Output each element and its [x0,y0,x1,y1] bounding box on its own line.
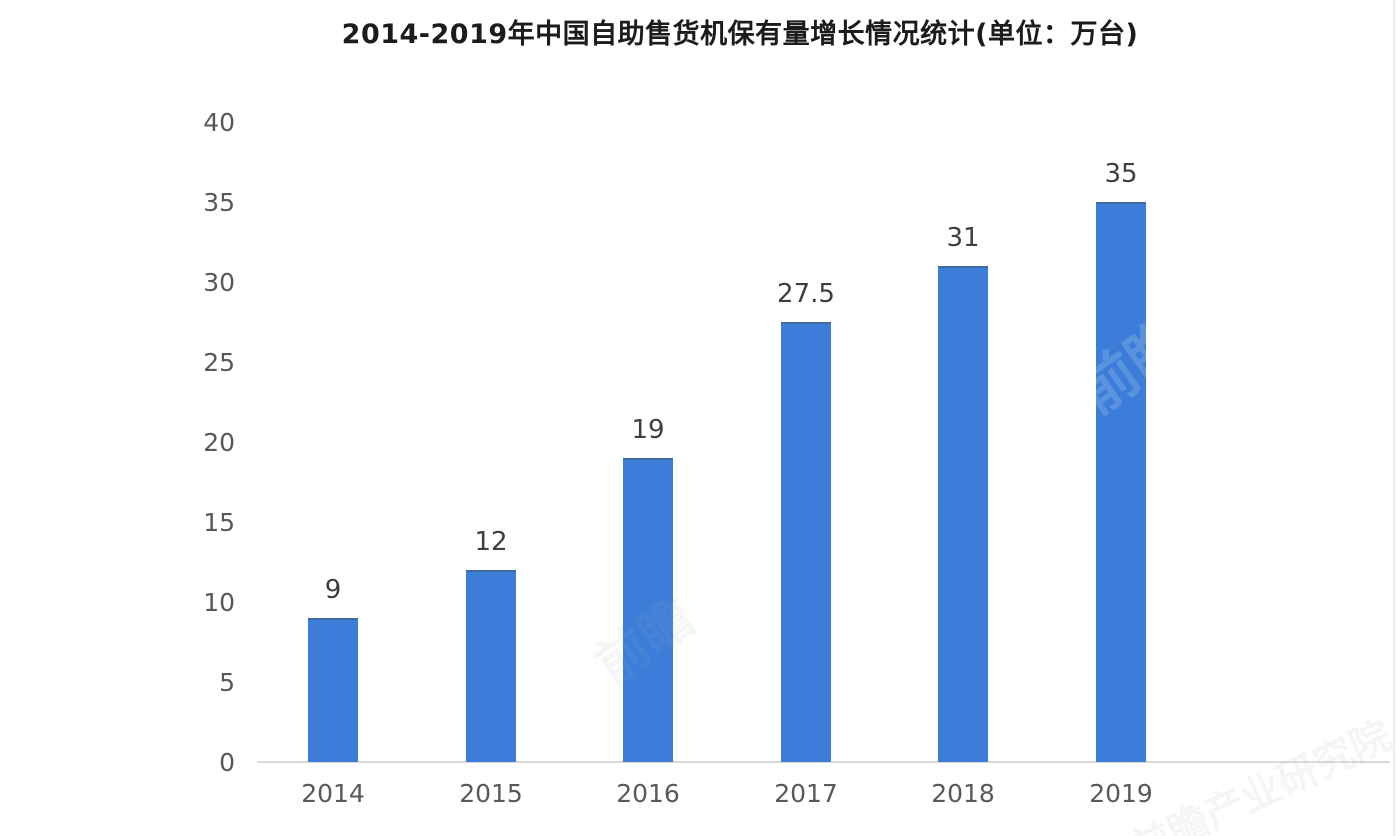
x-axis-tick-2016: 2016 [616,779,680,808]
chart-title: 2014-2019年中国自助售货机保有量增长情况统计(单位：万台) [341,19,1139,50]
bar-value-label-2016: 19 [631,415,665,445]
x-axis-tick-2019: 2019 [1089,779,1153,808]
bar-2015 [466,570,516,762]
y-axis-tick-40: 40 [203,108,235,137]
bar-2018 [938,266,988,762]
y-axis-tick-25: 25 [203,348,235,377]
bar-value-label-2017: 27.5 [777,279,835,309]
bar-value-label-2015: 12 [474,527,508,557]
bar-value-label-2019: 35 [1104,159,1138,189]
watermark: 前瞻产业研究院 [1125,712,1399,836]
y-axis-tick-0: 0 [219,748,235,777]
bar-2016 [623,458,673,762]
image-right-border [1393,0,1395,836]
bar-value-label-2014: 9 [324,575,342,605]
y-axis-tick-5: 5 [219,668,235,697]
y-axis-tick-20: 20 [203,428,235,457]
bar-2019 [1096,202,1146,762]
x-axis-tick-2017: 2017 [774,779,838,808]
y-axis-tick-35: 35 [203,188,235,217]
y-axis-tick-10: 10 [203,588,235,617]
y-axis-tick-30: 30 [203,268,235,297]
bar-value-label-2018: 31 [946,223,980,253]
y-axis-tick-15: 15 [203,508,235,537]
x-axis-line [257,761,1390,763]
bar-2017 [781,322,831,762]
x-axis-tick-2015: 2015 [459,779,523,808]
x-axis-tick-2014: 2014 [301,779,365,808]
bar-2014 [308,618,358,762]
x-axis-tick-2018: 2018 [931,779,995,808]
